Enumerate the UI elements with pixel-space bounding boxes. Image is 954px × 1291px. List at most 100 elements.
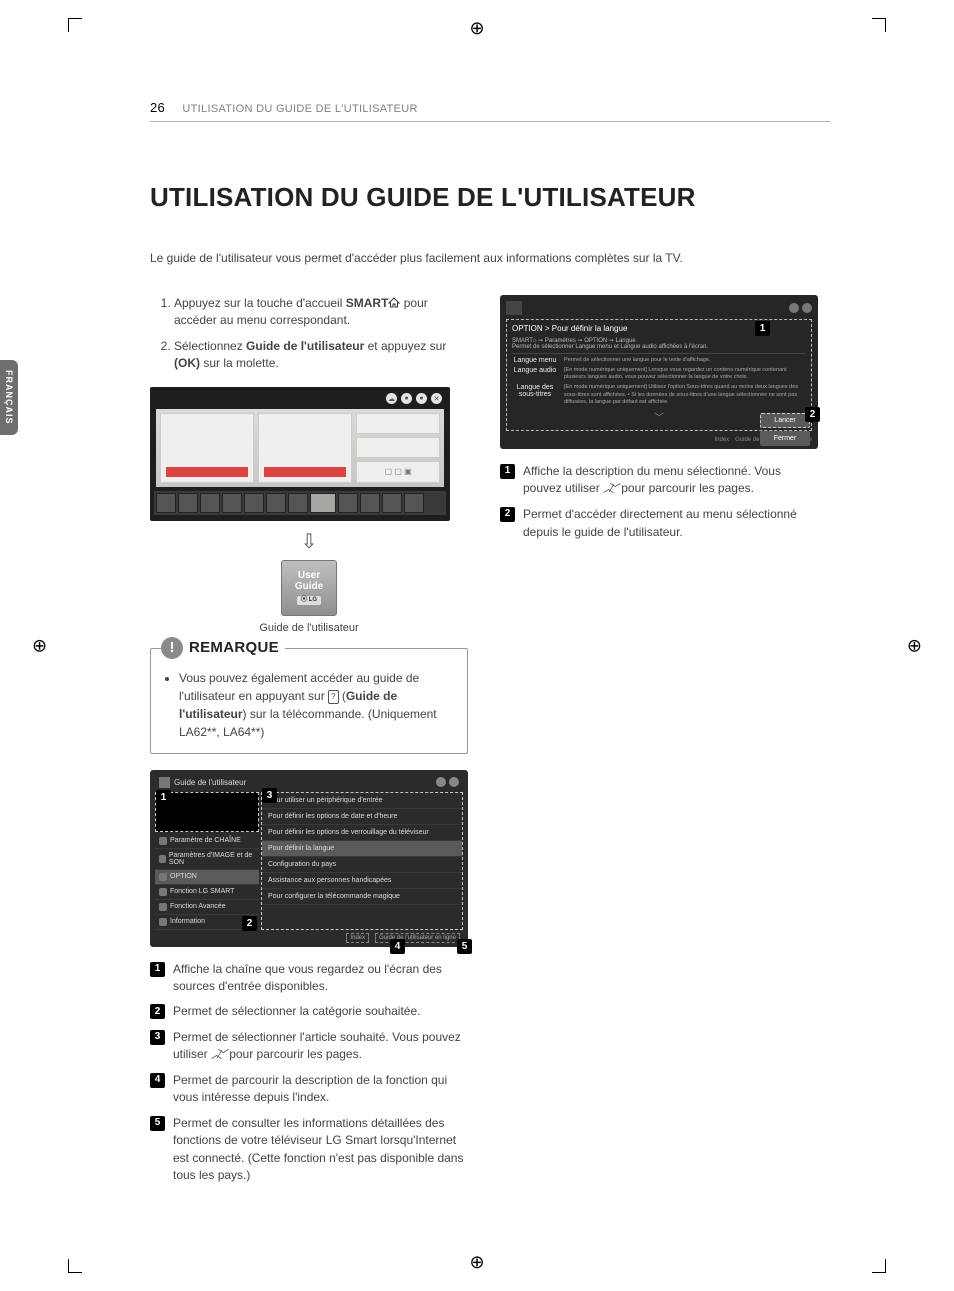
- crop-mark: [68, 1259, 82, 1273]
- user-guide-tile: User Guide ⦿ LG: [281, 560, 337, 616]
- step-text: Appuyez sur la touche d'accueil: [174, 296, 346, 310]
- badge-2: 2: [242, 916, 257, 931]
- down-arrow-icon: ⇩: [150, 529, 468, 554]
- remark-box: ! REMARQUE Vous pouvez également accéder…: [150, 648, 468, 754]
- gs-item[interactable]: Pour définir les options de verrouillage…: [262, 825, 462, 841]
- app-tile-col: ▢ ▢ ▣: [356, 413, 440, 483]
- section-name: UTILISATION DU GUIDE DE L'UTILISATEUR: [182, 103, 417, 115]
- smart-home-screenshot: ☁ ● ● ✕ ▢ ▢ ▣: [150, 387, 450, 521]
- page-number: 26: [150, 100, 165, 115]
- registration-mark: ⊕: [32, 635, 47, 656]
- gs-footer: Index Guide de l'utilisateur en ligne: [155, 930, 463, 944]
- guide-icon: [506, 301, 522, 315]
- step-bold: SMART: [346, 296, 389, 310]
- legend-text: Permet de parcourir la description de la…: [173, 1072, 468, 1107]
- step-bold: (OK): [174, 356, 200, 370]
- legend-text: Permet de consulter les informations dét…: [173, 1115, 468, 1185]
- gs-category[interactable]: OPTION: [155, 870, 259, 885]
- app-mini: [356, 413, 440, 434]
- legend-left: 1 Affiche la chaîne que vous regardez ou …: [150, 961, 468, 1185]
- updown-icon: ︿∕﹀: [603, 483, 618, 495]
- icon-dot: ☁: [386, 393, 397, 404]
- badge: 5: [150, 1116, 165, 1131]
- exclamation-icon: !: [161, 637, 183, 659]
- gs-category[interactable]: Paramètres d'IMAGE et de SON: [155, 849, 259, 870]
- left-column: Appuyez sur la touche d'accueil SMART po…: [150, 295, 468, 1192]
- badge: 3: [150, 1030, 165, 1045]
- running-header: 26 UTILISATION DU GUIDE DE L'UTILISATEUR: [150, 100, 830, 122]
- registration-mark: ⊕: [469, 18, 484, 39]
- remark-title: ! REMARQUE: [161, 637, 285, 659]
- question-icon: ?: [328, 690, 338, 704]
- registration-mark: ⊕: [907, 635, 922, 656]
- tile-brand: ⦿ LG: [297, 596, 321, 605]
- icon-dot: ●: [401, 393, 412, 404]
- gs-item[interactable]: Configuration du pays: [262, 857, 462, 873]
- page-content: 26 UTILISATION DU GUIDE DE L'UTILISATEUR…: [150, 100, 830, 1192]
- app-tile: [160, 413, 254, 483]
- t: (: [339, 689, 346, 703]
- gs-item[interactable]: Pour configurer la télécommande magique: [262, 889, 462, 905]
- updown-icon: ︿∕﹀: [211, 1049, 226, 1061]
- legend-text: Affiche la chaîne que vous regardez ou l…: [173, 961, 468, 996]
- gs-category[interactable]: Fonction LG SMART: [155, 885, 259, 900]
- step-1: Appuyez sur la touche d'accueil SMART po…: [174, 295, 468, 330]
- crop-mark: [872, 1259, 886, 1273]
- gs-ctl: [436, 777, 459, 787]
- step-text: Sélectionnez: [174, 339, 246, 353]
- gs-item[interactable]: Pour définir la langue: [262, 841, 462, 857]
- os-foot-index: Index: [714, 437, 729, 443]
- right-column: OPTION > Pour définir la langue SMART⌂ ➙…: [500, 295, 818, 1192]
- gs-foot-index: Index: [346, 933, 369, 943]
- badge: 2: [150, 1004, 165, 1019]
- home-icon: [388, 296, 400, 307]
- gs-item[interactable]: Pour utiliser un périphérique d'entrée: [262, 793, 462, 809]
- legend-text: Permet d'accéder directement au menu sél…: [523, 506, 818, 541]
- badge-5: 5: [457, 939, 472, 954]
- crop-mark: [872, 18, 886, 32]
- icon-dot: ✕: [431, 393, 442, 404]
- badge-1: 1: [156, 790, 171, 805]
- remark-text: Vous pouvez également accéder au guide d…: [179, 669, 455, 741]
- app-mini: ▢ ▢ ▣: [356, 461, 440, 482]
- gs-foot-online: Guide de l'utilisateur en ligne: [375, 933, 460, 943]
- badge-2: 2: [805, 407, 820, 422]
- screenshot-app-row: ▢ ▢ ▣: [156, 409, 444, 487]
- gs-title-text: Guide de l'utilisateur: [174, 778, 246, 787]
- screenshot-top-icons: ☁ ● ● ✕: [154, 391, 446, 407]
- os-head: [506, 301, 812, 315]
- os-row: Langue des sous-titres[En mode numérique…: [512, 384, 806, 405]
- step-2: Sélectionnez Guide de l'utilisateur et a…: [174, 338, 468, 373]
- crop-mark: [68, 18, 82, 32]
- intro-text: Le guide de l'utilisateur vous permet d'…: [150, 251, 830, 265]
- os-path: SMART⌂ ➙ Paramètres ➙ OPTION ➙ Langue Pe…: [512, 337, 806, 354]
- badge: 1: [150, 962, 165, 977]
- badge-3: 3: [262, 788, 277, 803]
- page-title: UTILISATION DU GUIDE DE L'UTILISATEUR: [150, 182, 830, 213]
- option-screenshot: OPTION > Pour définir la langue SMART⌂ ➙…: [500, 295, 818, 449]
- user-guide-caption: Guide de l'utilisateur: [150, 622, 468, 634]
- guide-screenshot: Guide de l'utilisateur Paramètre de CHAÎ…: [150, 770, 468, 947]
- step-text: sur la molette.: [200, 356, 279, 370]
- legend-text: Affiche la description du menu sélection…: [523, 463, 818, 498]
- app-mini: [356, 437, 440, 458]
- badge: 2: [500, 507, 515, 522]
- gs-category[interactable]: Paramètre de CHAÎNE: [155, 834, 259, 849]
- badge: 4: [150, 1073, 165, 1088]
- legend-text: Permet de sélectionner la catégorie souh…: [173, 1003, 420, 1020]
- tile-text: Guide: [295, 581, 323, 592]
- badge-4: 4: [390, 939, 405, 954]
- guide-icon: [159, 777, 170, 788]
- steps-list: Appuyez sur la touche d'accueil SMART po…: [150, 295, 468, 373]
- remark-label: REMARQUE: [189, 639, 279, 656]
- screenshot-launcher: [154, 491, 446, 515]
- gs-title: Guide de l'utilisateur: [155, 775, 463, 792]
- step-text: et appuyez sur: [364, 339, 446, 353]
- launch-button[interactable]: Lancer: [760, 413, 810, 428]
- app-tile: [258, 413, 352, 483]
- gs-category[interactable]: Fonction Avancée: [155, 900, 259, 915]
- close-button[interactable]: Fermer: [760, 431, 810, 446]
- gs-item[interactable]: Assistance aux personnes handicapées: [262, 873, 462, 889]
- gs-item[interactable]: Pour définir les options de date et d'he…: [262, 809, 462, 825]
- icon-dot: ●: [416, 393, 427, 404]
